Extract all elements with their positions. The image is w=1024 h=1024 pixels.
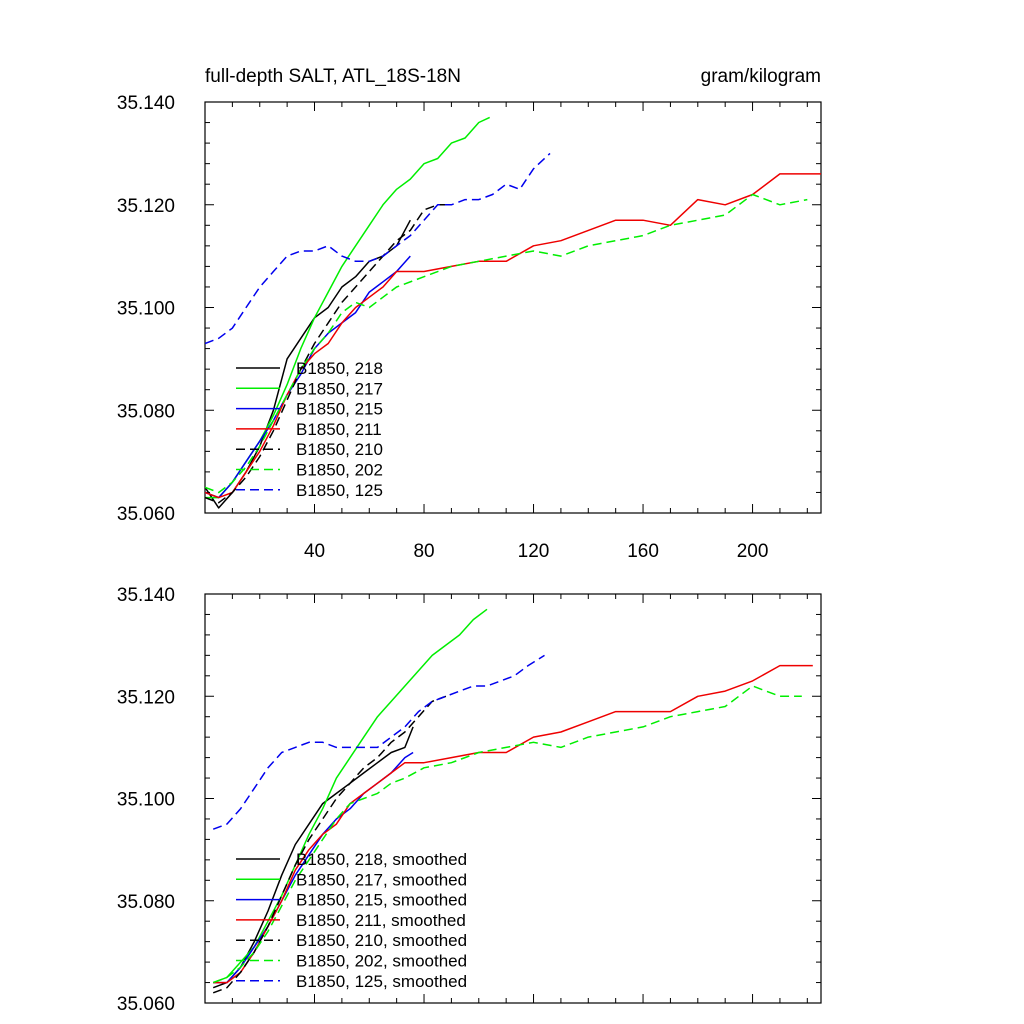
units-label: gram/kilogram — [701, 66, 821, 87]
top-panel: 40 80 120 160 200 35.060 35.080 35.100 35.120 35.… — [117, 93, 822, 562]
y-tick-label: 35.060 — [117, 504, 175, 525]
y-tick-label: 35.060 — [117, 994, 175, 1015]
series-group — [212, 608, 813, 994]
y-tick-label: 35.080 — [117, 892, 175, 913]
legend-label: B1850, 210 — [296, 440, 383, 459]
x-tick-label: 200 — [737, 541, 769, 562]
legend-label: B1850, 211, smoothed — [296, 911, 466, 930]
x-tick-label: 40 — [304, 541, 325, 562]
series-line — [205, 204, 449, 504]
legend-label: B1850, 210, smoothed — [296, 931, 467, 950]
legend-label: B1850, 218, smoothed — [296, 850, 467, 869]
legend-label: B1850, 215, smoothed — [296, 891, 467, 910]
series-line — [212, 654, 545, 830]
legend-label: B1850, 125 — [296, 481, 383, 500]
x-tick-label: 80 — [413, 541, 434, 562]
series-group — [205, 116, 821, 509]
series-line — [212, 685, 802, 984]
y-tick-label: 35.100 — [117, 790, 175, 811]
legend-label: B1850, 217, smoothed — [296, 870, 467, 889]
series-line — [205, 173, 821, 499]
legend-label: B1850, 202, smoothed — [296, 952, 467, 971]
y-tick-label: 35.100 — [117, 299, 175, 320]
series-line — [213, 664, 813, 984]
legend-label: B1850, 125, smoothed — [296, 972, 467, 991]
x-tick-label: 160 — [627, 541, 659, 562]
bottom-panel: 35.060 35.080 35.100 35.120 35.140 B1850, 218… — [117, 585, 822, 1015]
y-tick-label: 35.120 — [117, 196, 175, 217]
y-tick-label: 35.120 — [117, 687, 175, 708]
legend-label: B1850, 218 — [296, 359, 383, 378]
chart-title: full-depth SALT, ATL_18S-18N — [205, 66, 461, 87]
x-tick-label: 120 — [518, 541, 550, 562]
series-line — [205, 193, 808, 494]
y-tick-label: 35.140 — [117, 93, 175, 114]
series-line — [212, 608, 488, 984]
series-line — [205, 152, 551, 345]
legend-label: B1850, 211 — [296, 420, 382, 439]
y-tick-label: 35.140 — [117, 585, 175, 606]
legend-label: B1850, 217 — [296, 379, 383, 398]
legend-label: B1850, 215 — [296, 400, 383, 419]
legend-label: B1850, 202 — [296, 461, 383, 480]
y-tick-label: 35.080 — [117, 401, 175, 422]
